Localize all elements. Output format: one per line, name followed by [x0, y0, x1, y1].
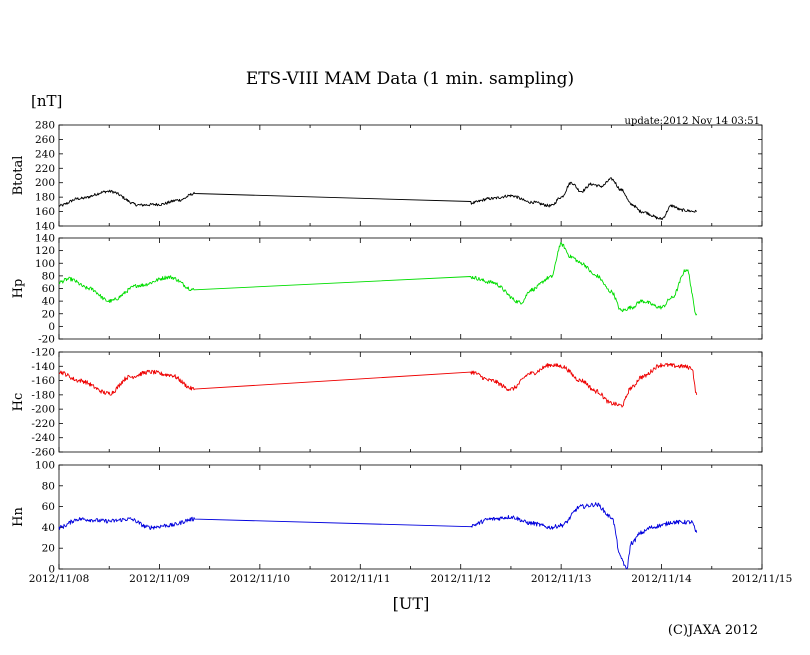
y-tick-label: 60	[42, 283, 55, 295]
update-timestamp: update:2012 Nov 14 03:51	[625, 116, 760, 127]
panels: 140160180200220240260280Btotal-200204060…	[11, 120, 763, 576]
x-tick-label: 2012/11/15	[732, 573, 793, 585]
y-tick-label: 40	[42, 522, 55, 534]
y-tick-label: 20	[42, 543, 55, 555]
y-tick-label: -160	[31, 375, 55, 387]
y-tick-label: 200	[35, 177, 55, 189]
series-line-btotal	[58, 177, 698, 221]
y-tick-label: 0	[48, 564, 55, 576]
x-axis-label: [UT]	[393, 594, 430, 613]
y-tick-label: -200	[31, 404, 55, 416]
x-tick-label: 2012/11/09	[129, 573, 190, 585]
y-tick-label: 100	[35, 460, 55, 472]
x-tick-label: 2012/11/11	[330, 573, 391, 585]
y-tick-label: -140	[31, 361, 55, 373]
y-axis-label: Hn	[11, 507, 26, 527]
x-tick-label: 2012/11/13	[531, 573, 592, 585]
plot-frame	[58, 124, 763, 227]
y-tick-label: 100	[35, 258, 55, 270]
y-tick-label: 80	[42, 480, 55, 492]
x-tick-label: 2012/11/08	[29, 573, 90, 585]
y-tick-label: 260	[35, 134, 55, 146]
y-tick-label: 140	[35, 233, 55, 245]
x-tick-label: 2012/11/12	[430, 573, 491, 585]
y-tick-label: 220	[35, 163, 55, 175]
y-tick-label: -240	[31, 432, 55, 444]
series-line-hp	[58, 242, 698, 316]
y-tick-label: -120	[31, 347, 55, 359]
y-tick-label: 20	[42, 308, 55, 320]
y-tick-label: 60	[42, 501, 55, 513]
y-tick-label: 120	[35, 245, 55, 257]
y-tick-label: -20	[38, 334, 55, 346]
x-tick-label: 2012/11/10	[230, 573, 291, 585]
y-axis-label: Hp	[11, 279, 26, 299]
y-axis-label: Btotal	[11, 156, 26, 196]
panel-hc: -260 -240 -220 -200 -180 -160 -140 -120 Hc	[11, 347, 763, 459]
chart-title: ETS-VIII MAM Data (1 min. sampling)	[246, 69, 574, 89]
series-line-hc	[58, 362, 698, 408]
y-tick-label: 40	[42, 296, 55, 308]
y-tick-label: 240	[35, 148, 55, 160]
unit-label: [nT]	[31, 92, 62, 110]
y-tick-label: 0	[48, 321, 55, 333]
x-axis: 2012/11/08 2012/11/09 2012/11/10 2012/11/11…	[29, 573, 793, 585]
y-tick-label: 160	[35, 206, 55, 218]
y-tick-label: 180	[35, 192, 55, 204]
series-line-hn	[58, 502, 698, 570]
y-tick-label: 80	[42, 270, 55, 282]
copyright-text: (C)JAXA 2012	[668, 623, 758, 638]
y-tick-label: 280	[35, 120, 55, 132]
y-tick-label: 140	[35, 221, 55, 233]
x-tick-label: 2012/11/14	[631, 573, 692, 585]
panel-hn: 0 20 40 60 80 100 Hn	[11, 460, 763, 576]
y-tick-label: -220	[31, 418, 55, 430]
plot-frame	[58, 464, 763, 570]
y-tick-label: -180	[31, 389, 55, 401]
panel-btotal: 140 160 180 200 220 240 260 280 Btotal	[11, 120, 763, 233]
y-axis-label: Hc	[11, 393, 26, 412]
y-tick-label: -260	[31, 447, 55, 459]
plot-frame	[58, 237, 763, 340]
